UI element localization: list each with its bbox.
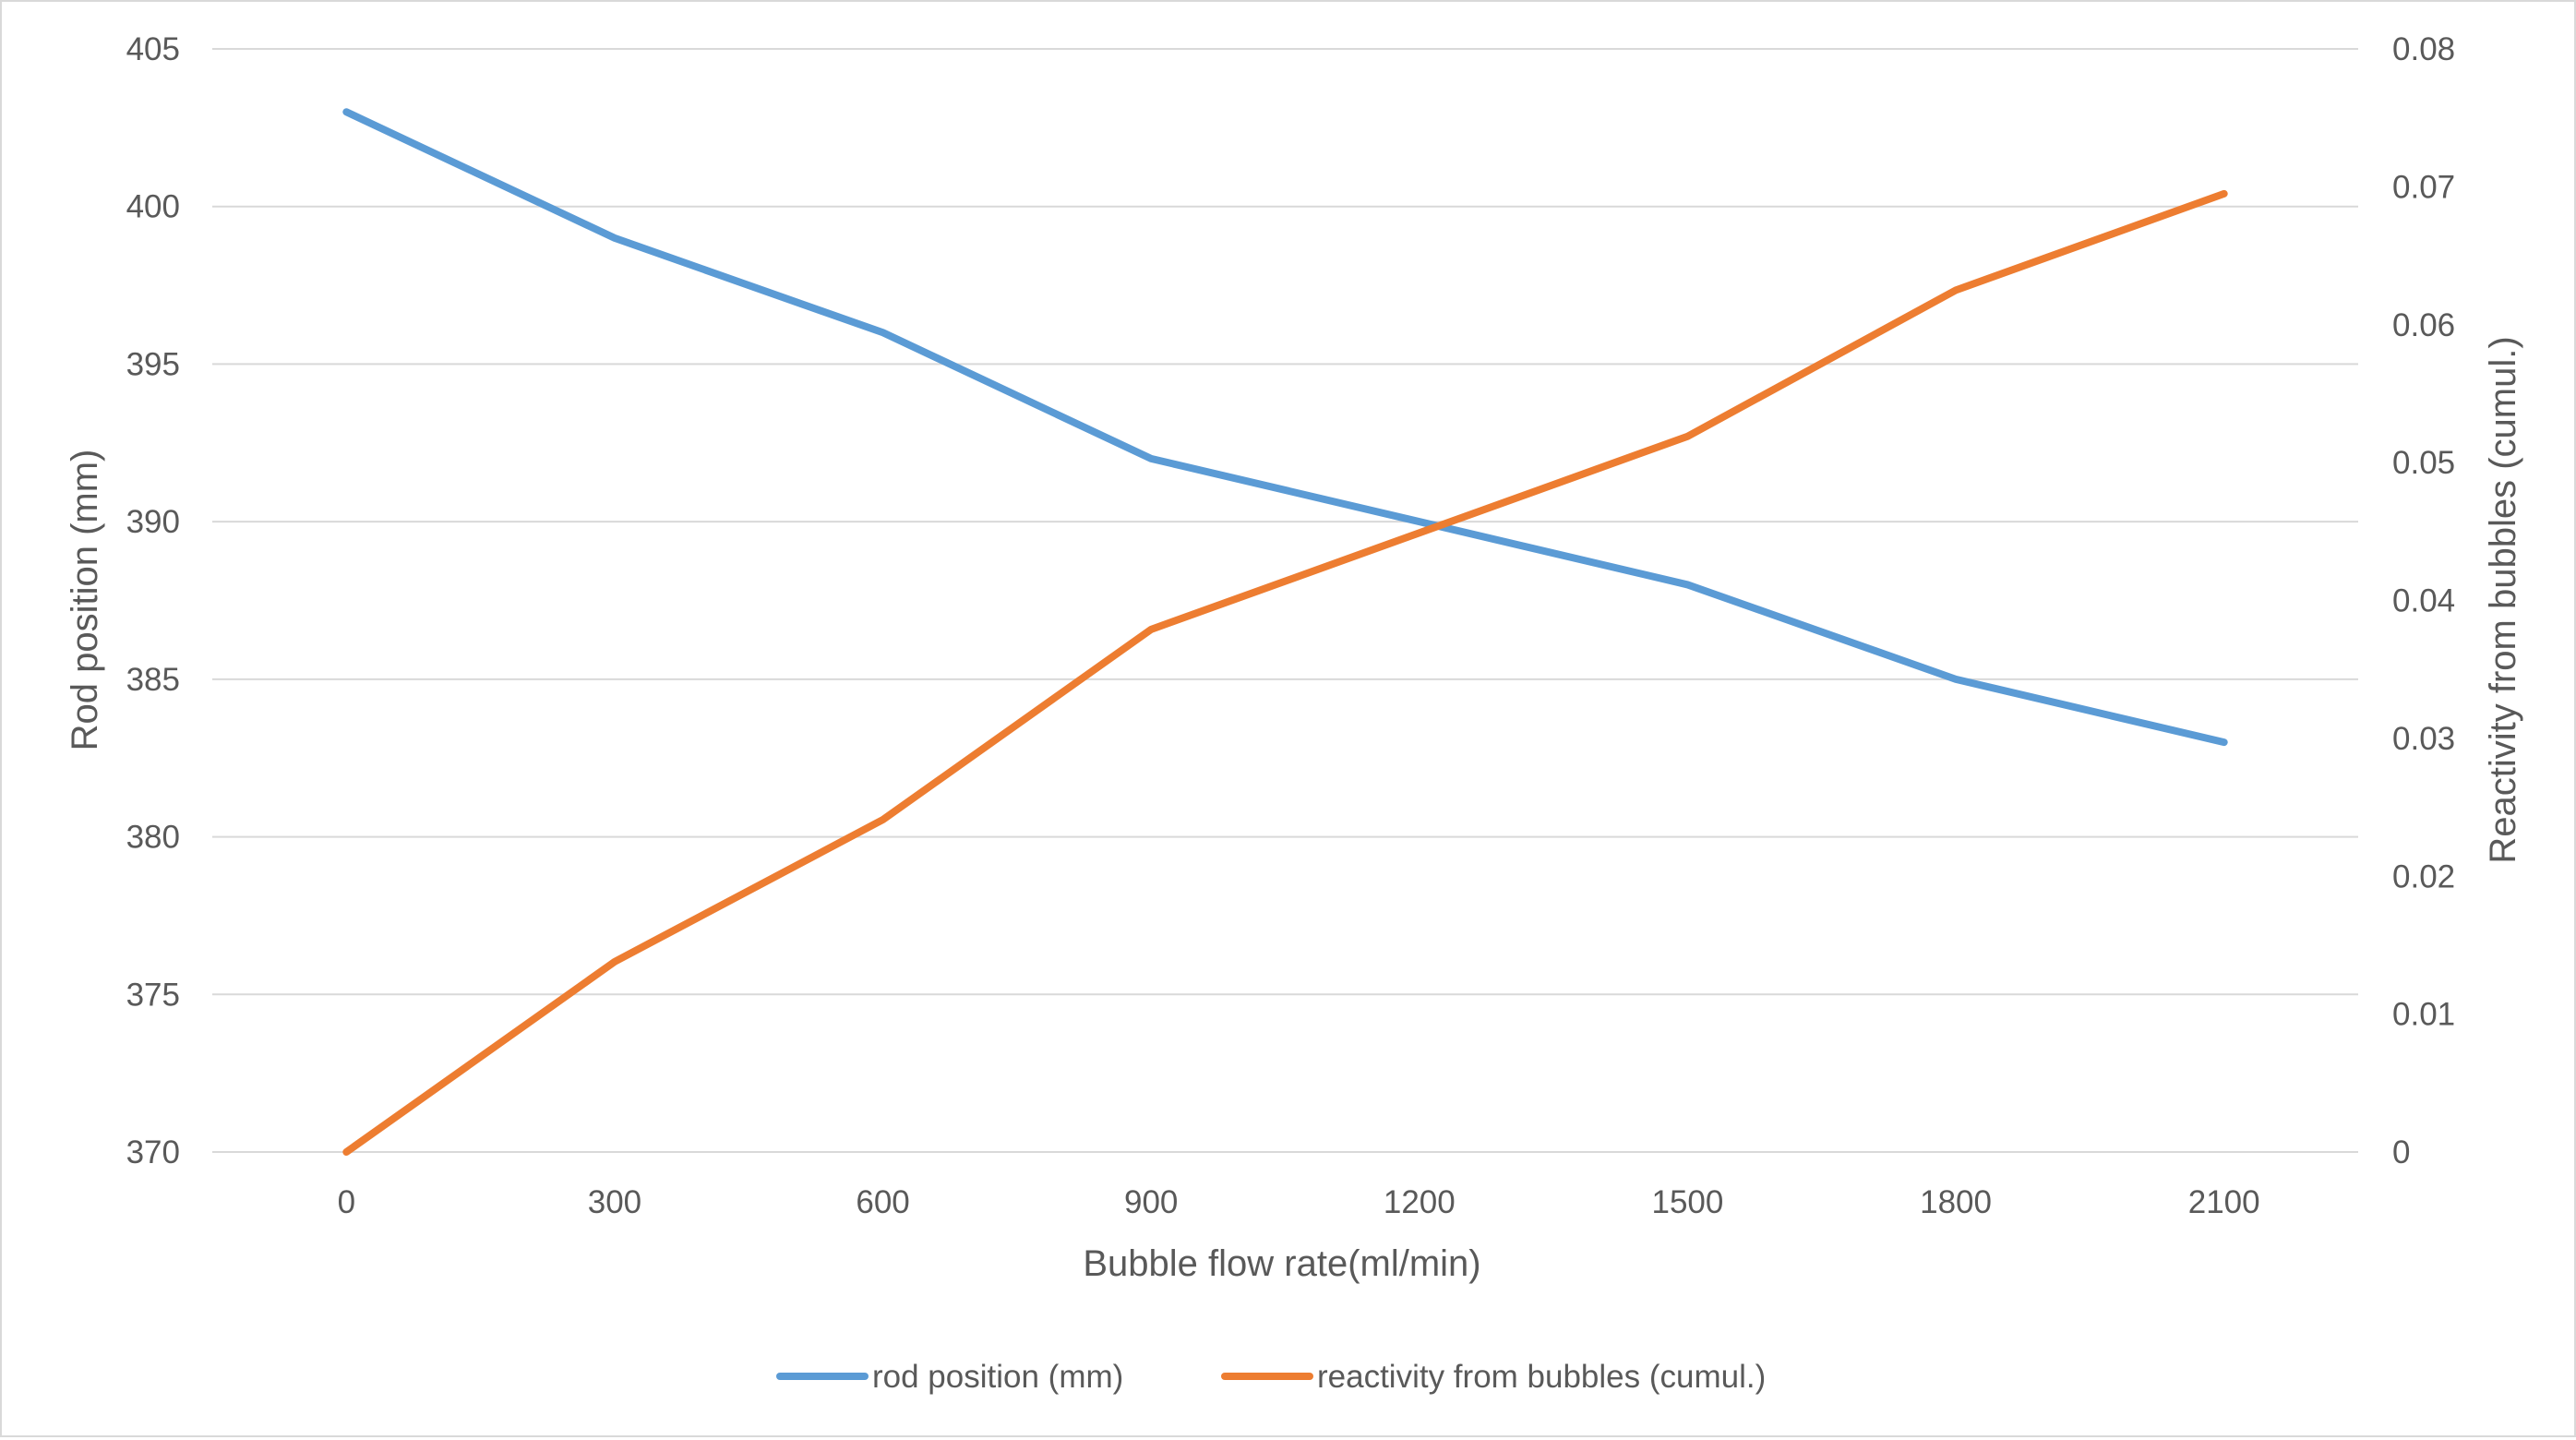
y-tick-label: 380 [126, 820, 180, 856]
y2-tick-label: 0 [2392, 1134, 2410, 1170]
gridlines [212, 48, 2358, 1153]
y-axis-left-ticks: 370 375 380 385 390 395 400 405 [126, 31, 180, 1170]
y2-tick-label: 0.07 [2392, 169, 2455, 205]
y2-tick-label: 0.03 [2392, 721, 2455, 757]
series-line-reactivity [342, 189, 2228, 1156]
y2-tick-label: 0.08 [2392, 31, 2455, 67]
y2-axis-title: Reactivity from bubbles (cumul.) [2483, 336, 2523, 863]
series-line-rod-position [342, 108, 2228, 747]
y-tick-label: 400 [126, 189, 180, 225]
x-tick-label: 2100 [2188, 1184, 2260, 1220]
y-tick-label: 385 [126, 662, 180, 698]
y-tick-label: 375 [126, 977, 180, 1013]
y2-tick-label: 0.04 [2392, 583, 2455, 619]
x-tick-label: 1500 [1652, 1184, 1724, 1220]
y-tick-label: 395 [126, 346, 180, 382]
y2-tick-label: 0.01 [2392, 997, 2455, 1033]
y2-tick-label: 0.05 [2392, 445, 2455, 481]
legend-label: reactivity from bubbles (cumul.) [1317, 1359, 1766, 1395]
x-axis-title: Bubble flow rate(ml/min) [1083, 1243, 1480, 1284]
x-tick-label: 300 [588, 1184, 641, 1220]
y2-tick-label: 0.06 [2392, 307, 2455, 343]
x-tick-label: 0 [338, 1184, 355, 1220]
y-tick-label: 370 [126, 1134, 180, 1170]
x-tick-label: 900 [1124, 1184, 1178, 1220]
x-tick-label: 1800 [1920, 1184, 1992, 1220]
y-tick-label: 390 [126, 504, 180, 540]
x-tick-label: 1200 [1384, 1184, 1456, 1220]
series-lines [342, 108, 2228, 1156]
legend: rod position (mm) reactivity from bubbles… [776, 1359, 1766, 1395]
y2-tick-label: 0.02 [2392, 858, 2455, 894]
y-axis-title: Rod position (mm) [65, 450, 105, 751]
x-axis-ticks: 0 300 600 900 1200 1500 1800 2100 [338, 1184, 2260, 1220]
legend-label: rod position (mm) [872, 1359, 1123, 1395]
y-tick-label: 405 [126, 31, 180, 67]
x-tick-label: 600 [856, 1184, 909, 1220]
y-axis-right-ticks: 0 0.01 0.02 0.03 0.04 0.05 0.06 0.07 0.08 [2392, 31, 2455, 1170]
